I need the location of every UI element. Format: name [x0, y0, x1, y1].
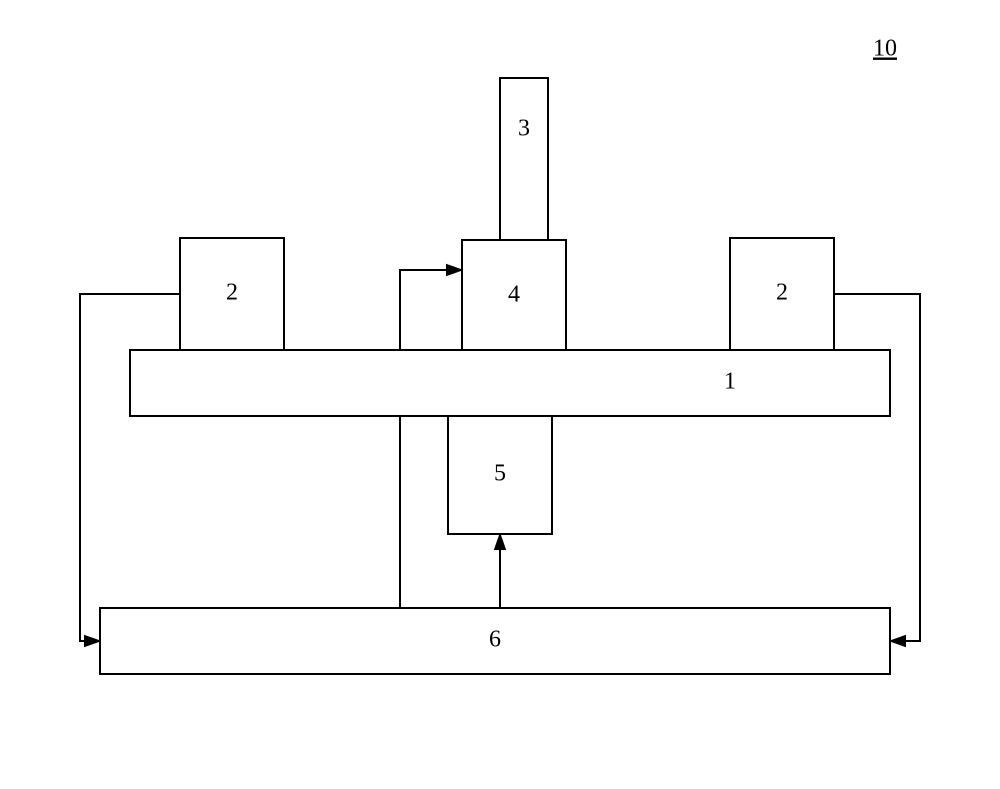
figure-number: 10 — [873, 36, 897, 62]
box-label-b3: 3 — [518, 116, 530, 142]
box-b3 — [500, 78, 548, 240]
connector-right_2_to_6 — [834, 294, 920, 641]
box-b1 — [130, 350, 890, 416]
box-label-b2L: 2 — [226, 280, 238, 306]
box-label-b5: 5 — [494, 461, 506, 487]
box-label-b6: 6 — [489, 627, 501, 653]
connector-left_2_to_6 — [80, 294, 180, 641]
box-label-b2R: 2 — [776, 280, 788, 306]
box-label-b4: 4 — [508, 282, 520, 308]
box-label-b1: 1 — [724, 369, 736, 395]
diagram-canvas: 1 2 2 3 4 5 6 10 — [0, 0, 1000, 789]
